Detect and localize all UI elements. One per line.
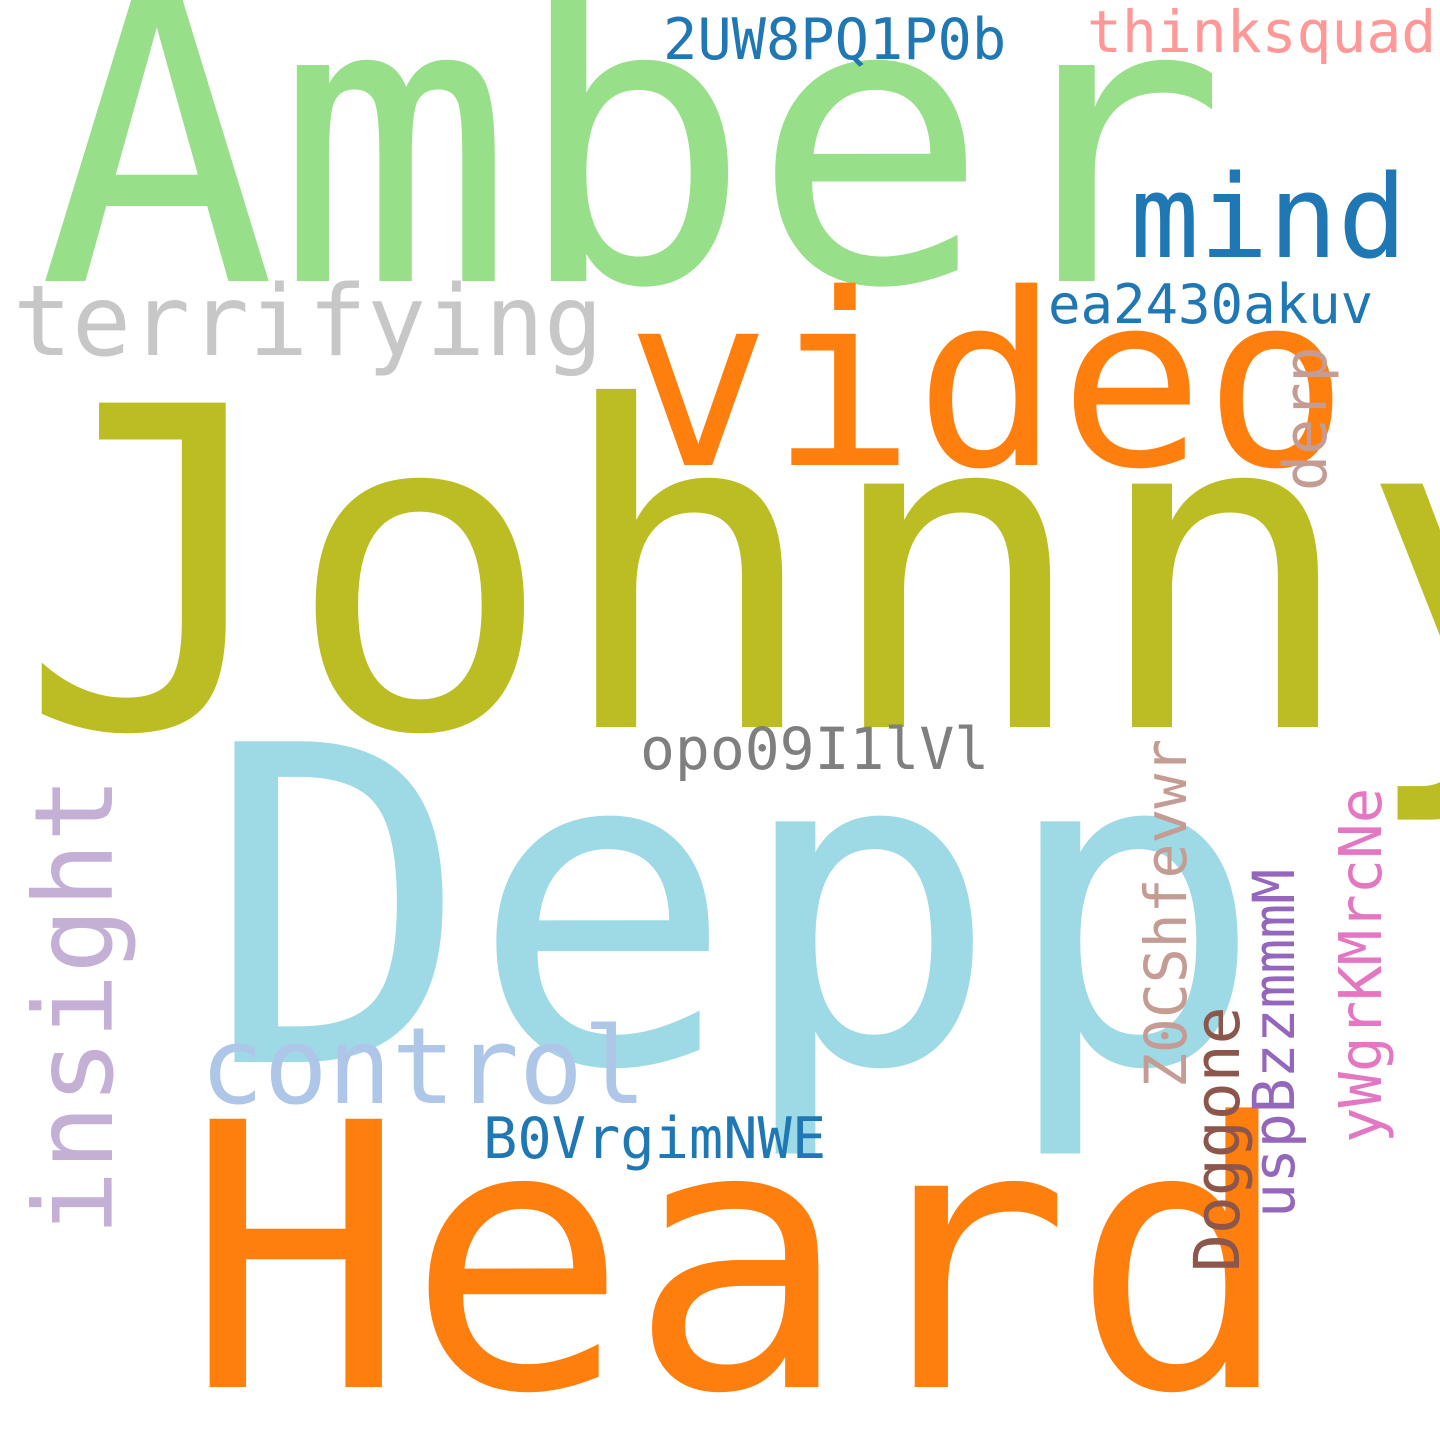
word-terrifying: terrifying [13, 265, 604, 379]
word-video: video [626, 242, 1349, 522]
word-opo09i1lvl: opo09I1lVl [640, 715, 990, 783]
word-control: control [200, 1005, 647, 1128]
word-b0vrgimnwe: B0VrgimNWE [483, 1106, 827, 1172]
word-mind: mind [1130, 151, 1407, 285]
word-insight: insight [11, 776, 138, 1236]
word-amber: Amber [38, 0, 1228, 375]
word-2uw8pq1p0b: 2UW8PQ1P0b [663, 7, 1007, 73]
word-thinksquad: thinksquad [1087, 0, 1437, 66]
word-johnny: Johnny [18, 314, 1440, 832]
word-derp: derp [1271, 346, 1341, 492]
word-depp: Depp [205, 654, 1265, 1166]
word-uspbzzmmmm: uspBzzmmmM [1240, 868, 1308, 1218]
word-ywgrkmrcne: yWgrKMrcNe [1326, 787, 1395, 1143]
word-heard: Heard [185, 1045, 1293, 1440]
word-ea2430akuv: ea2430akuv [1048, 273, 1374, 336]
